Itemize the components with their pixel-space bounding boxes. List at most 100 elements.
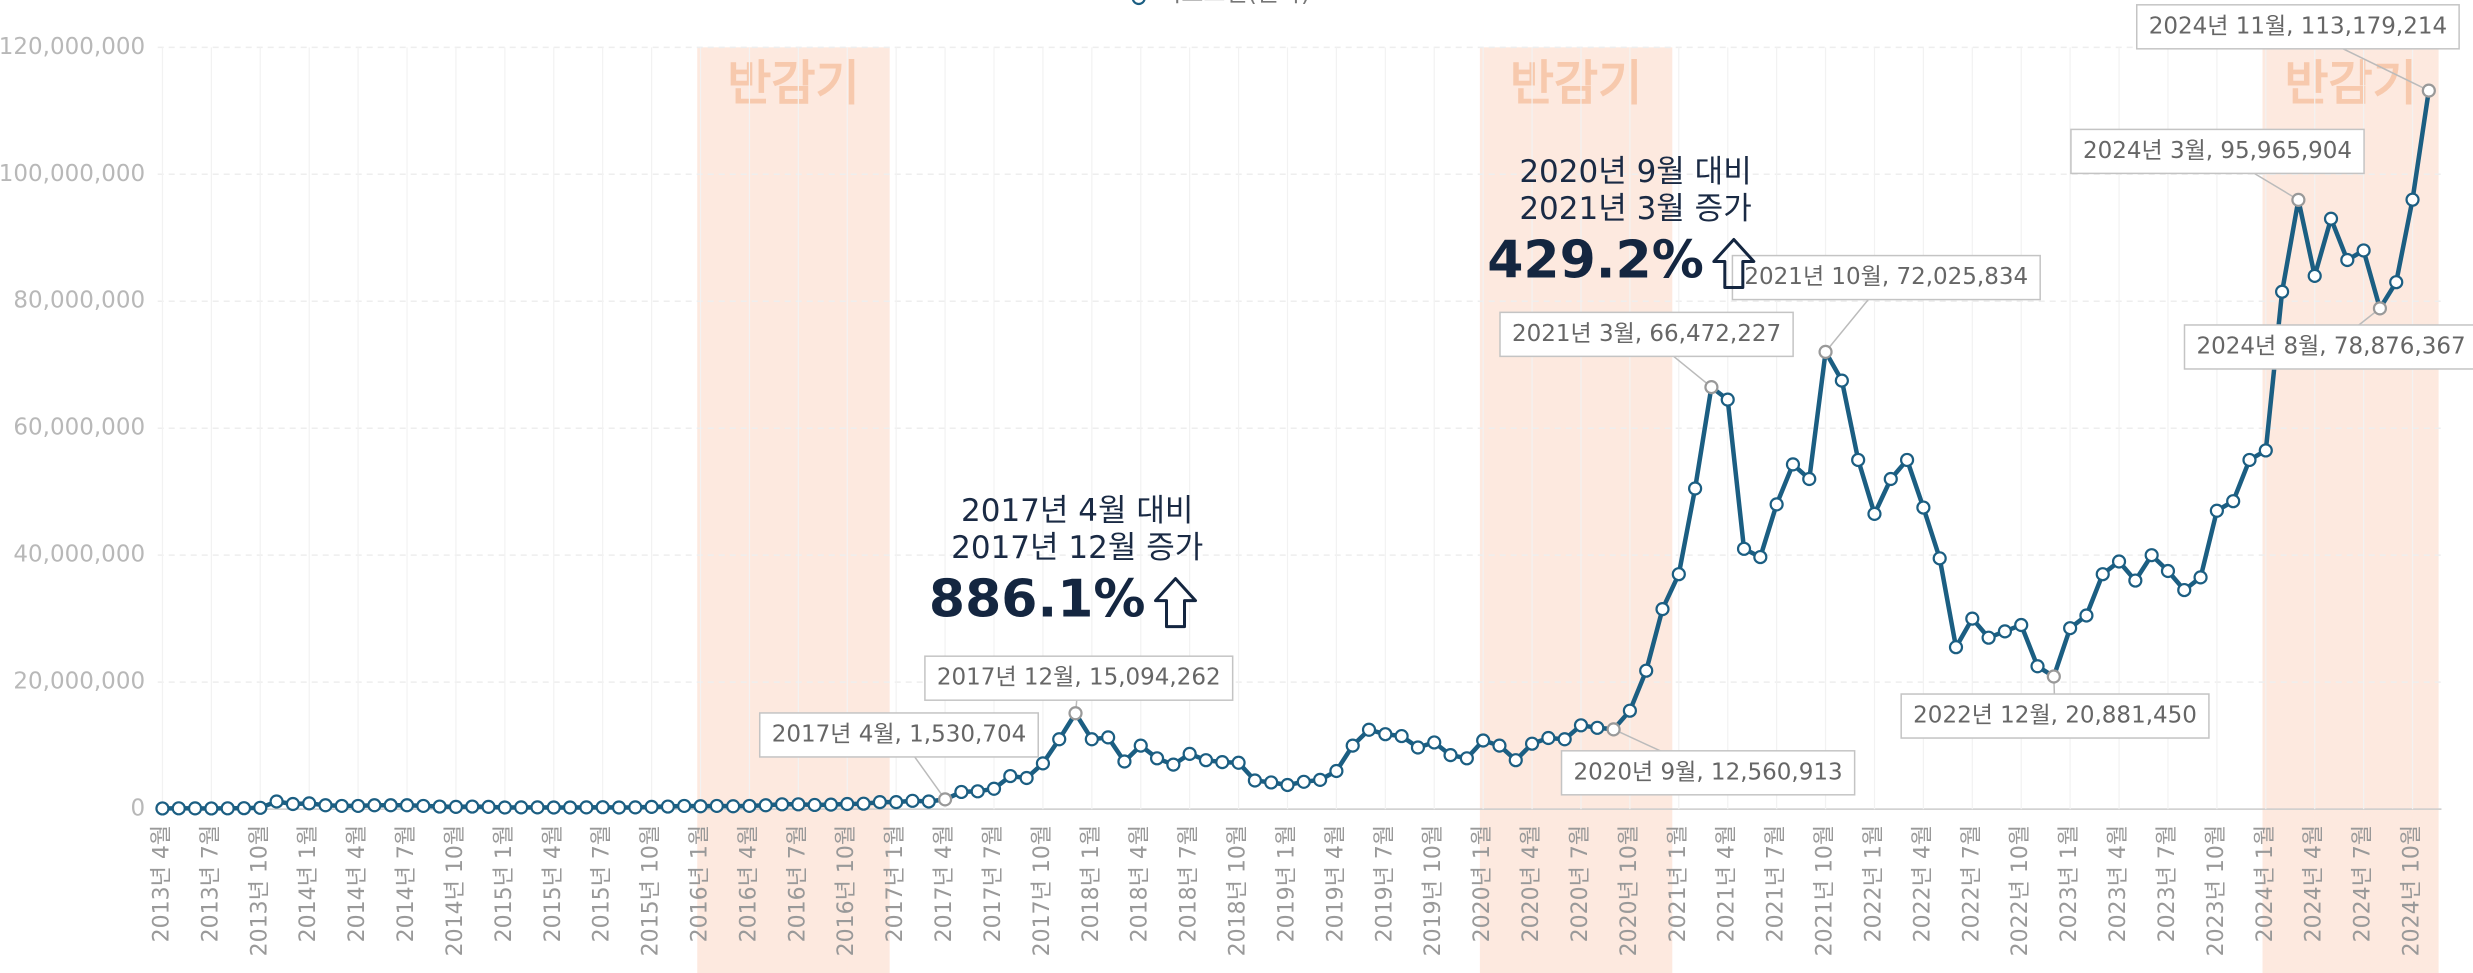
halving-band <box>697 47 890 973</box>
point <box>269 794 284 809</box>
point <box>579 800 594 815</box>
point <box>155 801 170 816</box>
point <box>1313 772 1328 787</box>
callout-box <box>2070 128 2365 175</box>
point <box>367 798 382 813</box>
point <box>546 800 561 815</box>
x-tick-label: 2021년 1월 <box>1666 825 1691 942</box>
point <box>758 798 773 813</box>
callout: 2024년 11월, 113,179,214 <box>2135 4 2460 50</box>
point <box>236 801 252 816</box>
x-tick-label: 2016년 7월 <box>785 825 810 942</box>
point <box>2242 452 2257 468</box>
x-tick-label: 2019년 4월 <box>1323 825 1348 942</box>
point <box>1378 727 1393 742</box>
callout-box <box>1731 254 2041 301</box>
annotation-line: 2017년 4월 대비 <box>961 493 1193 529</box>
callout-box <box>924 655 1234 701</box>
point <box>1035 756 1051 771</box>
x-tick-label: 2021년 7월 <box>1764 825 1789 942</box>
callout: 2024년 3월, 95,965,904 <box>2070 128 2365 175</box>
point <box>2389 275 2404 290</box>
data-label: 2020년 9월, 12,560,913 <box>1574 759 1843 785</box>
point <box>1851 452 1866 468</box>
point <box>2046 669 2061 684</box>
point <box>2144 548 2159 563</box>
point <box>807 797 822 813</box>
x-tick-label: 2023년 4월 <box>2106 825 2131 942</box>
point <box>383 798 398 813</box>
point <box>2111 554 2127 569</box>
point <box>318 798 333 813</box>
callouts: 2017년 4월, 1,530,704 2017년 12월, 15,094,262… <box>758 4 2473 796</box>
point <box>1019 770 1034 786</box>
point <box>187 801 203 816</box>
point <box>1639 663 1654 678</box>
x-tick-label: 2017년 10월 <box>1030 825 1055 956</box>
up-arrow-icon <box>1712 237 1756 289</box>
point <box>1720 392 1735 407</box>
x-tick-label: 2019년 1월 <box>1274 825 1299 942</box>
point <box>1997 624 2013 639</box>
x-tick-label: 2017년 1월 <box>883 825 908 942</box>
band-label: 반감기 <box>727 56 859 112</box>
point <box>1671 567 1686 582</box>
point <box>921 794 936 809</box>
point <box>351 798 366 814</box>
y-tick-label: 120,000,000 <box>0 34 145 60</box>
point <box>2307 268 2322 283</box>
halving-band <box>1479 47 1673 973</box>
point <box>1280 777 1295 793</box>
point <box>2372 301 2388 316</box>
annotation-highlight: 429.2% <box>1487 230 1704 290</box>
x-tick-label: 2022년 10월 <box>2008 825 2033 956</box>
point <box>204 801 219 816</box>
y-tick-label: 40,000,000 <box>13 542 145 568</box>
callout: 2022년 12월, 20,881,450 <box>1900 693 2210 739</box>
x-tick-label: 2022년 7월 <box>1959 825 1984 942</box>
point <box>2030 659 2045 674</box>
x-tick-label: 2024년 10월 <box>2400 825 2425 956</box>
point <box>1149 751 1165 766</box>
point <box>840 796 855 812</box>
point <box>1769 497 1784 512</box>
point <box>1802 471 1817 487</box>
point <box>1231 755 1246 770</box>
point <box>1688 481 1703 496</box>
point <box>1541 730 1556 746</box>
point <box>302 796 317 811</box>
point <box>1361 722 1377 737</box>
annotation-line: 2017년 12월 증가 <box>951 530 1203 566</box>
point <box>1573 718 1589 733</box>
point <box>1524 736 1540 751</box>
point <box>595 800 610 815</box>
x-tick-label: 2023년 10월 <box>2204 825 2229 956</box>
point <box>1052 732 1067 747</box>
x-tick-label: 2018년 7월 <box>1177 825 1202 942</box>
point <box>1622 703 1637 718</box>
point <box>1166 757 1181 772</box>
callout-box <box>1900 693 2210 739</box>
point <box>856 796 871 811</box>
point <box>1736 541 1752 556</box>
data-label: 2024년 11월, 113,179,214 <box>2149 13 2447 39</box>
x-tick-label: 2020년 4월 <box>1519 825 1544 942</box>
point <box>416 798 431 814</box>
point <box>889 795 904 810</box>
point <box>1410 740 1426 755</box>
point <box>954 784 969 800</box>
x-tick-label: 2015년 10월 <box>639 825 664 956</box>
point <box>2258 443 2273 458</box>
legend-marker <box>1131 0 1146 6</box>
point <box>1182 746 1197 761</box>
point <box>986 781 1002 796</box>
point <box>611 800 627 815</box>
point <box>2193 570 2208 585</box>
point <box>644 799 659 814</box>
point <box>2160 563 2176 579</box>
x-tick-label: 2019년 10월 <box>1421 825 1446 956</box>
point <box>253 800 268 815</box>
point <box>285 796 300 812</box>
x-tick-label: 2019년 7월 <box>1372 825 1397 942</box>
